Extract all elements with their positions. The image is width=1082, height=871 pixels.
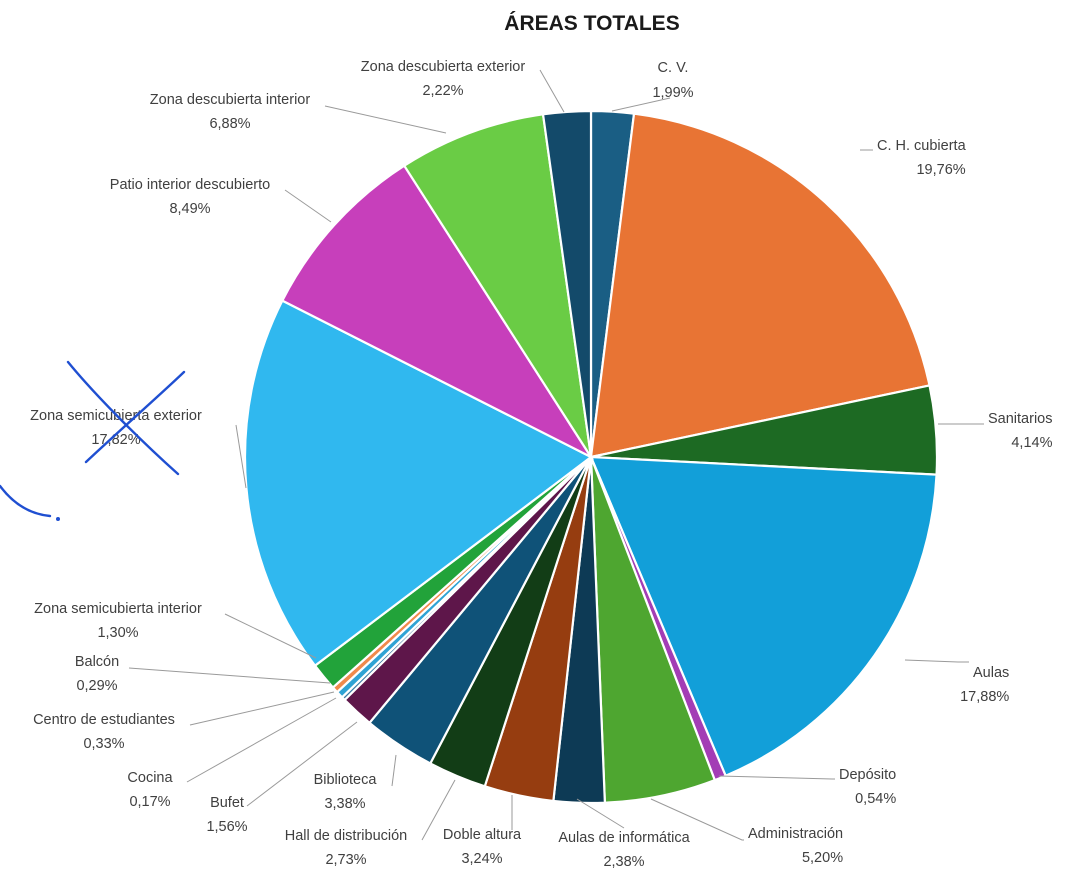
slice-value-label: 5,20% — [802, 850, 843, 866]
chart-title: ÁREAS TOTALES — [504, 12, 679, 35]
slice-value-label: 1,56% — [206, 819, 247, 835]
slice-value-label: 17,88% — [960, 689, 1009, 705]
slice-value-label: 0,54% — [855, 791, 896, 807]
leader-line — [905, 660, 969, 662]
slice-label: C. H. cubierta — [877, 138, 967, 154]
slice-label: Aulas — [973, 665, 1009, 681]
slice-label: Patio interior descubierto — [110, 177, 270, 193]
pie-slices — [245, 111, 937, 803]
slice-label: Sanitarios — [988, 411, 1052, 427]
slice-value-label: 2,73% — [325, 852, 366, 868]
slice-label: Zona descubierta interior — [150, 92, 311, 108]
slice-label: Biblioteca — [314, 772, 378, 788]
slice-value-label: 6,88% — [209, 116, 250, 132]
leader-line — [190, 692, 334, 725]
slice-value-label: 1,99% — [652, 85, 693, 101]
slice-label: C. V. — [658, 60, 689, 76]
slice-label: Cocina — [127, 770, 173, 786]
slice-label: Bufet — [210, 795, 244, 811]
scribble-dot — [56, 517, 60, 521]
leader-line — [392, 755, 396, 786]
slice-label: Hall de distribución — [285, 828, 408, 844]
slice-value-label: 2,22% — [422, 83, 463, 99]
slice-label: Doble altura — [443, 827, 522, 843]
slice-label: Balcón — [75, 654, 119, 670]
slice-value-label: 0,33% — [83, 736, 124, 752]
slice-label: Aulas de informática — [558, 830, 690, 846]
leader-line — [325, 106, 446, 133]
slice-value-label: 8,49% — [169, 201, 210, 217]
leader-line — [247, 722, 357, 806]
leader-line — [285, 190, 331, 222]
slice-value-label: 3,38% — [324, 796, 365, 812]
slice-label: Administración — [748, 826, 843, 842]
slice-value-label: 1,30% — [97, 625, 138, 641]
slice-value-label: 0,17% — [129, 794, 170, 810]
slice-value-label: 4,14% — [1011, 435, 1052, 451]
leader-line — [129, 668, 330, 683]
slice-label: Depósito — [839, 767, 896, 783]
scribble-stroke — [0, 486, 50, 516]
slice-value-label: 0,29% — [76, 678, 117, 694]
slice-label: Zona semicubierta interior — [34, 601, 202, 617]
slice-label: Zona descubierta exterior — [361, 59, 526, 75]
slice-value-label: 3,24% — [461, 851, 502, 867]
slice-label: Centro de estudiantes — [33, 712, 175, 728]
leader-line — [187, 698, 336, 782]
leader-line — [540, 70, 564, 112]
leader-line — [719, 776, 835, 779]
slice-value-label: 19,76% — [916, 162, 965, 178]
slice-value-label: 2,38% — [603, 854, 644, 870]
